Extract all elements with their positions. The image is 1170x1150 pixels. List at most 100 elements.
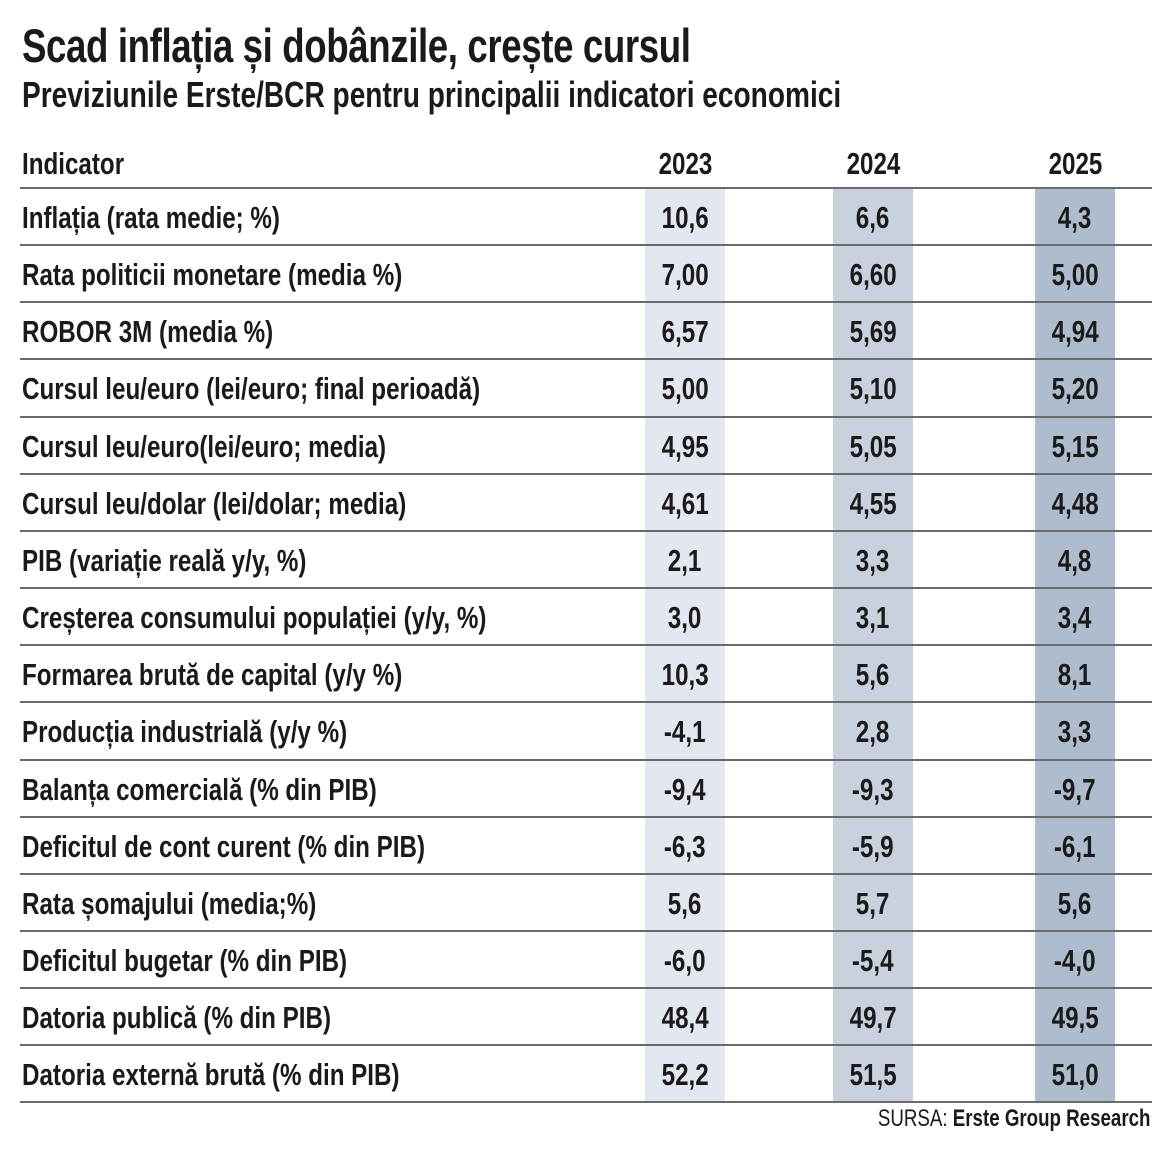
value-cell-2025: 4,3 bbox=[1058, 200, 1092, 235]
table-row: Rata șomajului (media;%) 5,6 5,7 5,6 bbox=[0, 874, 1170, 931]
row-divider bbox=[20, 929, 1152, 932]
table-row: Formarea brută de capital (y/y %) 10,3 5,6… bbox=[0, 645, 1170, 702]
value-cell-2023: 10,6 bbox=[661, 200, 709, 235]
value-cell-2023: -6,3 bbox=[664, 828, 706, 864]
row-divider bbox=[20, 701, 1152, 704]
value-cell-2023: 3,0 bbox=[668, 600, 702, 636]
table-row: Datoria externă brută (% din PIB) 52,2 51,… bbox=[0, 1045, 1170, 1102]
indicator-label: Cursul leu/dolar (lei/dolar; media) bbox=[22, 485, 407, 521]
table-row: ROBOR 3M (media %) 6,57 5,69 4,94 bbox=[0, 302, 1170, 359]
value-cell-2023: 52,2 bbox=[661, 1057, 709, 1093]
indicator-label: Deficitul bugetar (% din PIB) bbox=[22, 942, 348, 978]
table-row: Rata politicii monetare (media %) 7,00 6,6… bbox=[0, 245, 1170, 302]
table-row: Cursul leu/euro(lei/euro; media) 4,95 5,05… bbox=[0, 417, 1170, 474]
value-cell-2025: 51,0 bbox=[1051, 1057, 1099, 1093]
row-divider bbox=[20, 1044, 1152, 1047]
value-cell-2023: 5,6 bbox=[668, 885, 702, 921]
value-cell-2023: 6,57 bbox=[661, 314, 709, 350]
page-title: Scad inflația și dobânzile, crește cursu… bbox=[22, 19, 691, 72]
value-cell-2023: 4,61 bbox=[661, 485, 709, 521]
indicator-label: Cursul leu/euro (lei/euro; final perioad… bbox=[22, 371, 481, 407]
indicator-label: Datoria publică (% din PIB) bbox=[22, 1000, 332, 1036]
value-cell-2025: 5,20 bbox=[1051, 371, 1099, 407]
indicator-label: Rata șomajului (media;%) bbox=[22, 885, 317, 921]
indicator-label: Deficitul de cont curent (% din PIB) bbox=[22, 828, 426, 864]
header-2024: 2024 bbox=[846, 146, 900, 181]
header-indicator: Indicator bbox=[22, 146, 125, 181]
table-row: Balanța comercială (% din PIB) -9,4 -9,3 -9… bbox=[0, 760, 1170, 817]
indicator-label: Cursul leu/euro(lei/euro; media) bbox=[22, 428, 387, 464]
table-row: Producția industrială (y/y %) -4,1 2,8 3,3 bbox=[0, 702, 1170, 759]
value-cell-2024: 5,69 bbox=[849, 314, 897, 350]
row-divider bbox=[20, 244, 1152, 247]
value-cell-2024: 49,7 bbox=[849, 1000, 897, 1036]
value-cell-2024: 6,6 bbox=[856, 200, 890, 235]
value-cell-2025: 3,3 bbox=[1058, 714, 1092, 750]
value-cell-2023: 5,00 bbox=[661, 371, 709, 407]
table-row: Deficitul bugetar (% din PIB) -6,0 -5,4 -4,… bbox=[0, 931, 1170, 988]
row-divider bbox=[20, 644, 1152, 647]
row-divider bbox=[20, 987, 1152, 990]
indicator-label: Balanța comercială (% din PIB) bbox=[22, 771, 377, 807]
row-divider bbox=[20, 587, 1152, 590]
indicator-label: Producția industrială (y/y %) bbox=[22, 714, 348, 750]
table-row: Creșterea consumului populației (y/y, %)… bbox=[0, 588, 1170, 645]
value-cell-2023: 4,95 bbox=[661, 428, 709, 464]
value-cell-2024: 5,6 bbox=[856, 657, 890, 693]
value-cell-2023: 2,1 bbox=[668, 542, 702, 578]
value-cell-2023: 10,3 bbox=[661, 657, 709, 693]
source-credit: SURSA: Erste Group Research bbox=[877, 1105, 1150, 1132]
value-cell-2024: 5,10 bbox=[849, 371, 897, 407]
indicator-label: PIB (variație reală y/y, %) bbox=[22, 542, 307, 578]
row-divider bbox=[20, 472, 1152, 475]
indicator-label: Inflația (rata medie; %) bbox=[22, 200, 280, 235]
header-2025: 2025 bbox=[1048, 146, 1102, 181]
value-cell-2023: -6,0 bbox=[664, 942, 706, 978]
indicator-label: Formarea brută de capital (y/y %) bbox=[22, 657, 403, 693]
value-cell-2025: 4,8 bbox=[1058, 542, 1092, 578]
table-row: Datoria publică (% din PIB) 48,4 49,7 49,5 bbox=[0, 988, 1170, 1045]
row-divider bbox=[20, 301, 1152, 304]
value-cell-2024: -5,9 bbox=[852, 828, 894, 864]
table-row: Cursul leu/euro (lei/euro; final perioad… bbox=[0, 359, 1170, 416]
value-cell-2024: 6,60 bbox=[849, 257, 897, 293]
indicator-label: ROBOR 3M (media %) bbox=[22, 314, 274, 350]
header-2023: 2023 bbox=[658, 146, 712, 181]
row-divider bbox=[20, 758, 1152, 761]
row-divider bbox=[20, 529, 1152, 532]
table-row: PIB (variație reală y/y, %) 2,1 3,3 4,8 bbox=[0, 531, 1170, 588]
row-divider bbox=[20, 1101, 1152, 1104]
value-cell-2025: -6,1 bbox=[1054, 828, 1096, 864]
value-cell-2025: 8,1 bbox=[1058, 657, 1092, 693]
value-cell-2024: 3,3 bbox=[856, 542, 890, 578]
value-cell-2025: -9,7 bbox=[1054, 771, 1096, 807]
value-cell-2024: 3,1 bbox=[856, 600, 890, 636]
value-cell-2025: 5,00 bbox=[1051, 257, 1099, 293]
indicator-label: Creșterea consumului populației (y/y, %) bbox=[22, 600, 487, 636]
value-cell-2025: 3,4 bbox=[1058, 600, 1092, 636]
value-cell-2025: 49,5 bbox=[1051, 1000, 1099, 1036]
row-divider bbox=[20, 415, 1152, 418]
value-cell-2024: 5,05 bbox=[849, 428, 897, 464]
value-cell-2023: -9,4 bbox=[664, 771, 706, 807]
indicator-label: Datoria externă brută (% din PIB) bbox=[22, 1057, 400, 1093]
value-cell-2023: 48,4 bbox=[661, 1000, 709, 1036]
value-cell-2024: 51,5 bbox=[849, 1057, 897, 1093]
table-row: Deficitul de cont curent (% din PIB) -6,3… bbox=[0, 817, 1170, 874]
value-cell-2025: 5,15 bbox=[1051, 428, 1099, 464]
row-divider bbox=[20, 815, 1152, 818]
value-cell-2023: 7,00 bbox=[661, 257, 709, 293]
value-cell-2024: 5,7 bbox=[856, 885, 890, 921]
table-row: Inflația (rata medie; %) 10,6 6,6 4,3 bbox=[0, 188, 1170, 245]
value-cell-2025: 5,6 bbox=[1058, 885, 1092, 921]
table-row: Cursul leu/dolar (lei/dolar; media) 4,61 4… bbox=[0, 474, 1170, 531]
value-cell-2024: 4,55 bbox=[849, 485, 897, 521]
value-cell-2024: -9,3 bbox=[852, 771, 894, 807]
value-cell-2025: 4,94 bbox=[1051, 314, 1099, 350]
page-subtitle: Previziunile Erste/BCR pentru principali… bbox=[22, 74, 842, 115]
value-cell-2025: 4,48 bbox=[1051, 485, 1099, 521]
row-divider bbox=[20, 187, 1152, 189]
row-divider bbox=[20, 872, 1152, 875]
value-cell-2023: -4,1 bbox=[664, 714, 706, 750]
row-divider bbox=[20, 358, 1152, 361]
